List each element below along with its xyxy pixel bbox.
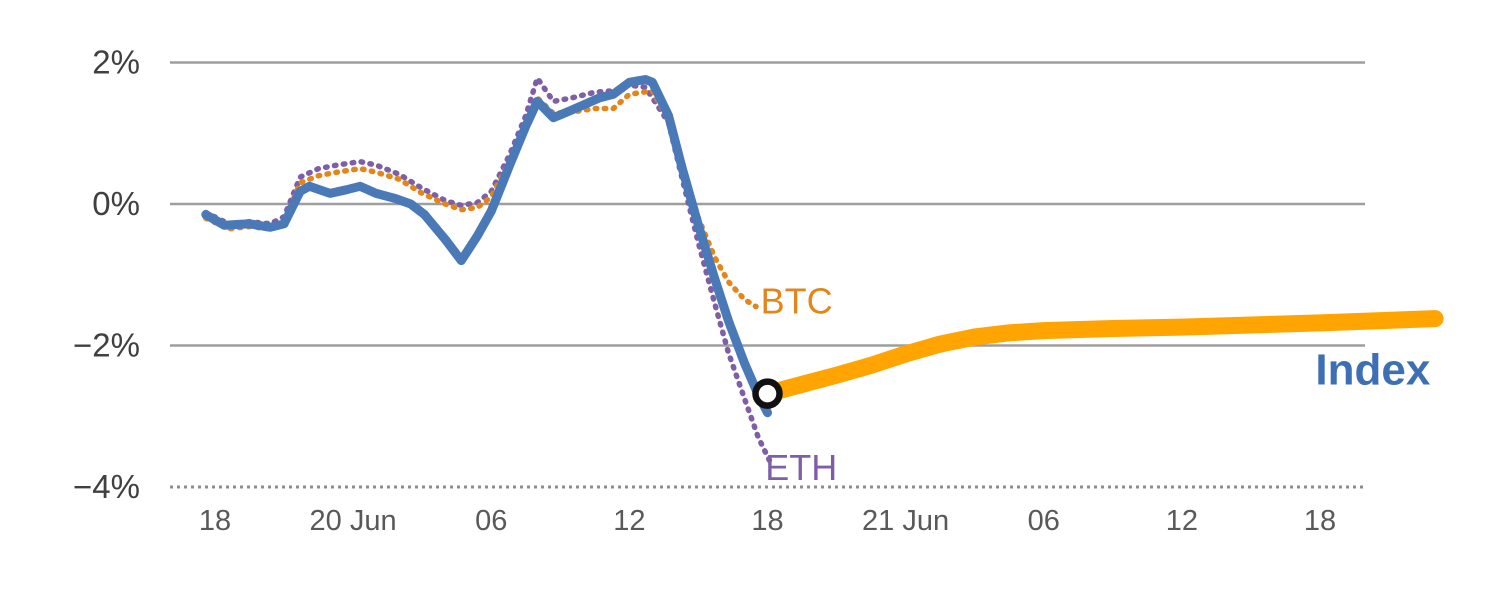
y-tick-label: −4%	[73, 468, 140, 505]
forecast-start-marker	[752, 378, 783, 409]
x-tick-label: 12	[613, 505, 645, 537]
y-tick-label: 2%	[92, 44, 140, 81]
series-label-eth: ETH	[765, 447, 837, 488]
series-label-index: Index	[1315, 345, 1430, 394]
y-tick-label: 0%	[92, 185, 140, 222]
x-tick-label: 18	[1304, 505, 1336, 537]
series-index-forecast	[759, 310, 1444, 403]
x-tick-label: 06	[475, 505, 507, 537]
x-tick-label: 12	[1166, 505, 1198, 537]
x-tick-label: 18	[751, 505, 783, 537]
x-tick-label: 21 Jun	[862, 505, 949, 537]
series-label-btc: BTC	[761, 281, 833, 322]
series-index	[201, 75, 772, 418]
series-eth	[203, 75, 775, 469]
x-tick-label: 18	[199, 505, 231, 537]
x-tick-label: 06	[1028, 505, 1060, 537]
x-tick-label: 20 Jun	[310, 505, 397, 537]
y-tick-label: −2%	[73, 327, 140, 364]
